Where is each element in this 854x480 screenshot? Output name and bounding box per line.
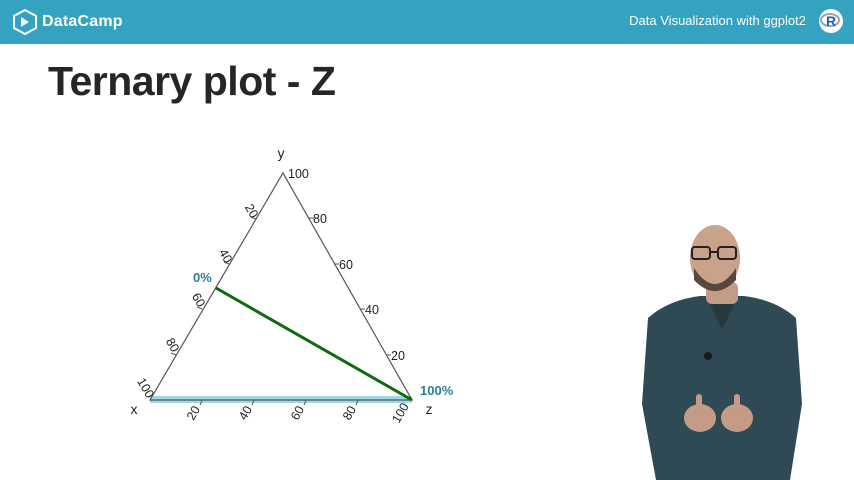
x-tick-label: 60 <box>189 290 208 309</box>
right-edge-ticks <box>309 217 391 356</box>
x-tick-label: 40 <box>216 246 235 265</box>
presenter-hand-right <box>721 404 753 432</box>
x-axis-label: x <box>131 401 138 417</box>
presenter-head <box>690 225 740 291</box>
r-language-icon: R <box>819 9 843 33</box>
z-tick-label: 60 <box>288 403 307 422</box>
slide-title: Ternary plot - Z <box>48 58 336 104</box>
z-tick-label: 80 <box>340 403 359 422</box>
header-bar: DataCamp Data Visualization with ggplot2… <box>0 0 854 44</box>
y-tick-label: 100 <box>288 167 309 181</box>
triangle-frame <box>148 171 414 401</box>
y-tick-label: 40 <box>365 303 379 317</box>
z-path-line <box>215 286 413 402</box>
course-title: Data Visualization with ggplot2 <box>629 13 806 28</box>
x-tick-label: 80 <box>163 335 182 354</box>
y-tick-label: 80 <box>313 212 327 226</box>
y-tick-label: 20 <box>391 349 405 363</box>
presenter-hand-left <box>684 404 716 432</box>
brand-name: DataCamp <box>42 13 123 30</box>
z-tick-label: 40 <box>236 403 255 422</box>
x-tick-label: 20 <box>242 201 261 220</box>
microphone <box>704 352 712 360</box>
left-edge-ticks <box>170 216 257 356</box>
r-badge-letter: R <box>826 13 836 29</box>
datacamp-logo[interactable]: DataCamp <box>12 8 123 36</box>
presenter-shirt <box>642 296 802 480</box>
z-tick-label: 20 <box>184 403 203 422</box>
y-axis-label: y <box>278 145 285 161</box>
start-percent-annotation: 0% <box>193 270 212 285</box>
bottom-edge-ticks <box>199 399 359 406</box>
y-tick-label: 60 <box>339 258 353 272</box>
end-percent-annotation: 100% <box>420 383 454 398</box>
z-axis-label: z <box>426 401 433 417</box>
datacamp-logo-icon <box>13 9 37 35</box>
